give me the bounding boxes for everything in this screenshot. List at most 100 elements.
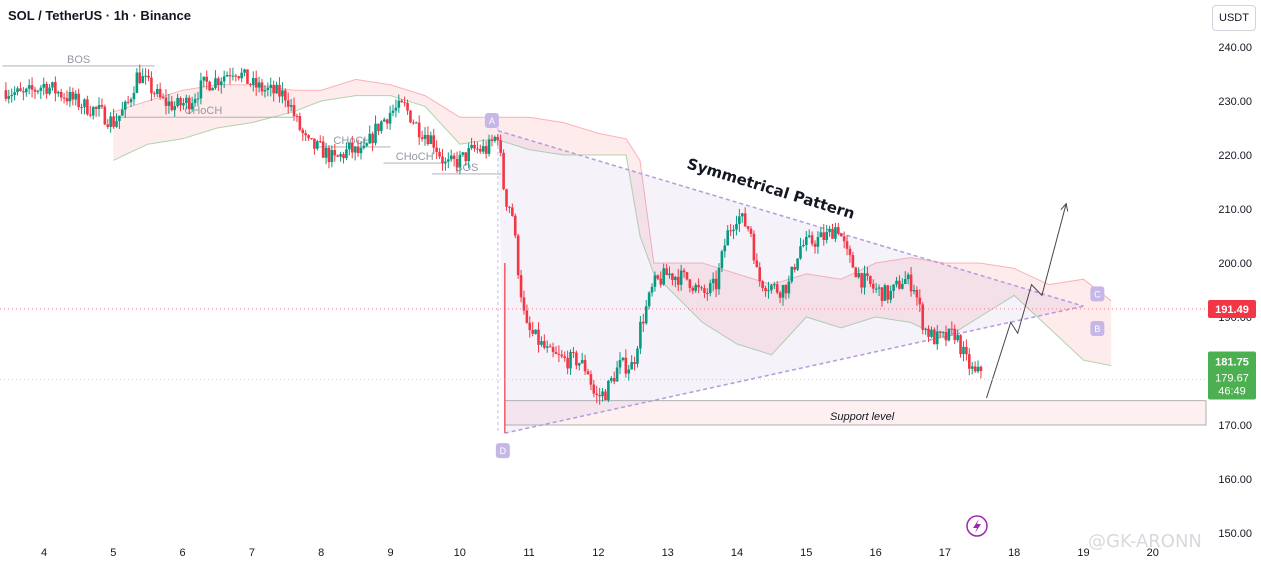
- candle: [740, 213, 744, 217]
- cloud-segment: [979, 263, 1015, 317]
- candle: [604, 391, 607, 401]
- candle: [100, 104, 104, 107]
- cloud-segment: [355, 79, 391, 96]
- candle: [752, 233, 756, 261]
- lightning-icon[interactable]: [966, 515, 988, 537]
- pattern-point-marker: [1090, 286, 1105, 302]
- candle: [286, 100, 290, 107]
- x-tick-label: 13: [662, 547, 674, 559]
- candle: [150, 77, 153, 94]
- y-tick-label: 150.00: [1218, 528, 1252, 540]
- cloud-segment: [1014, 268, 1049, 328]
- candle: [598, 394, 601, 397]
- candle: [403, 102, 406, 104]
- candle: [775, 284, 779, 293]
- candle: [68, 91, 72, 102]
- candle: [906, 274, 910, 280]
- x-tick-label: 5: [110, 547, 116, 559]
- candle: [583, 360, 587, 372]
- candle: [7, 96, 11, 99]
- y-tick-label: 160.00: [1218, 474, 1252, 486]
- current-price-value: 191.49: [1215, 304, 1249, 316]
- candle: [647, 292, 651, 307]
- candle: [438, 152, 441, 157]
- x-tick-label: 14: [731, 547, 743, 559]
- candle: [790, 266, 794, 282]
- candle: [217, 78, 220, 86]
- candle: [412, 122, 415, 124]
- candle: [735, 223, 738, 230]
- candle: [13, 92, 16, 95]
- candle: [455, 158, 459, 168]
- candle: [10, 94, 14, 97]
- candle: [22, 91, 25, 93]
- candle: [499, 140, 502, 153]
- candle: [912, 289, 916, 292]
- candle: [513, 215, 517, 236]
- candle: [83, 99, 86, 108]
- candle: [304, 133, 307, 136]
- candle: [819, 232, 823, 238]
- candle: [42, 83, 46, 88]
- candle: [141, 76, 144, 84]
- structure-label: CHoCH: [396, 151, 434, 163]
- candle: [228, 75, 232, 77]
- candle: [857, 273, 860, 278]
- candle: [446, 159, 450, 162]
- candle: [706, 292, 709, 294]
- x-tick-label: 7: [249, 547, 255, 559]
- candle: [557, 353, 561, 355]
- candle: [502, 152, 505, 190]
- symbol-title: SOL / TetherUS · 1h · Binance: [8, 8, 191, 23]
- current-price-badge: [1208, 299, 1256, 318]
- candle: [417, 122, 421, 138]
- candle: [866, 273, 869, 276]
- candle: [284, 90, 287, 101]
- candle: [196, 98, 200, 100]
- x-tick-label: 4: [41, 547, 47, 559]
- candle: [685, 272, 689, 280]
- candle: [947, 328, 951, 341]
- cloud-segment: [806, 273, 841, 328]
- candle: [816, 237, 820, 247]
- candle: [580, 360, 584, 364]
- cloud-segment: [217, 84, 252, 128]
- candle: [441, 156, 444, 164]
- candle: [892, 284, 895, 291]
- candle: [391, 110, 395, 113]
- candle: [103, 106, 107, 125]
- candle: [260, 82, 264, 92]
- candle: [671, 273, 674, 281]
- candle: [636, 348, 639, 364]
- candle: [601, 391, 604, 397]
- candle: [353, 146, 357, 153]
- candle: [764, 288, 767, 292]
- candle: [938, 331, 942, 333]
- candle: [266, 87, 270, 90]
- candle: [16, 88, 19, 93]
- currency-button[interactable]: USDT: [1212, 5, 1256, 31]
- candle: [423, 134, 427, 139]
- candle: [901, 283, 904, 289]
- candle: [755, 260, 759, 268]
- x-tick-label: 8: [318, 547, 324, 559]
- candle: [729, 230, 732, 232]
- candle: [388, 112, 392, 124]
- candle: [496, 136, 500, 141]
- candle: [694, 284, 697, 291]
- candle: [185, 97, 188, 104]
- candle: [624, 357, 628, 374]
- pattern-point-marker: [484, 113, 499, 128]
- candle: [30, 85, 34, 90]
- candle: [959, 335, 962, 355]
- candle: [333, 150, 337, 156]
- candle: [19, 88, 22, 92]
- candle: [269, 84, 273, 88]
- candle: [708, 283, 712, 294]
- candle: [534, 329, 537, 334]
- candle: [525, 310, 529, 323]
- candle: [793, 266, 796, 270]
- candle: [444, 161, 447, 164]
